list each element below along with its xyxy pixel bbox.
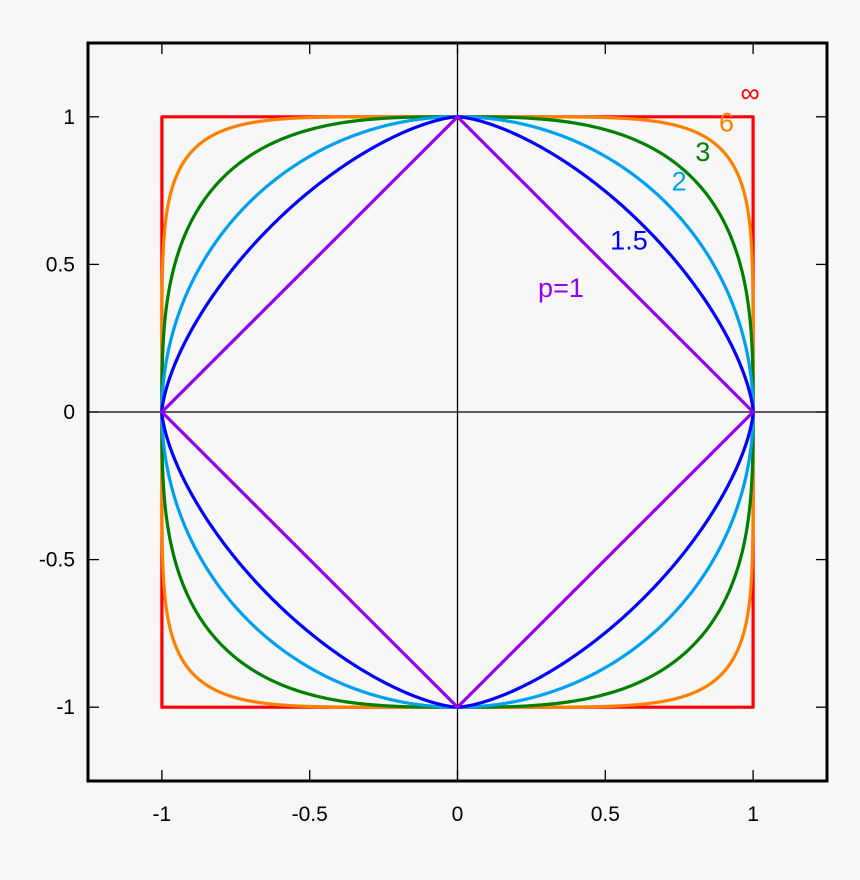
x-tick-label: 0 bbox=[452, 803, 464, 826]
curve-label-p-3: 3 bbox=[695, 137, 710, 167]
curve-p-1 bbox=[160, 115, 755, 709]
y-tick-label: 1 bbox=[63, 106, 75, 129]
curve-label-p-1: p=1 bbox=[538, 273, 584, 303]
x-tick-label: 1 bbox=[747, 803, 759, 826]
x-tick-label: 0.5 bbox=[591, 803, 620, 826]
curve-label-p-1-5: 1.5 bbox=[610, 226, 648, 256]
curve-label-p-6: 6 bbox=[719, 108, 734, 138]
curve-label-p-2: 2 bbox=[672, 167, 687, 197]
y-tick-label: -1 bbox=[56, 696, 75, 719]
x-tick-label: -1 bbox=[153, 803, 172, 826]
y-tick-label: -0.5 bbox=[39, 549, 75, 572]
curve-label-p-inf: ∞ bbox=[741, 78, 760, 108]
y-tick-label: 0 bbox=[63, 401, 75, 424]
y-tick-label: 0.5 bbox=[46, 253, 75, 276]
x-tick-label: -0.5 bbox=[292, 803, 328, 826]
